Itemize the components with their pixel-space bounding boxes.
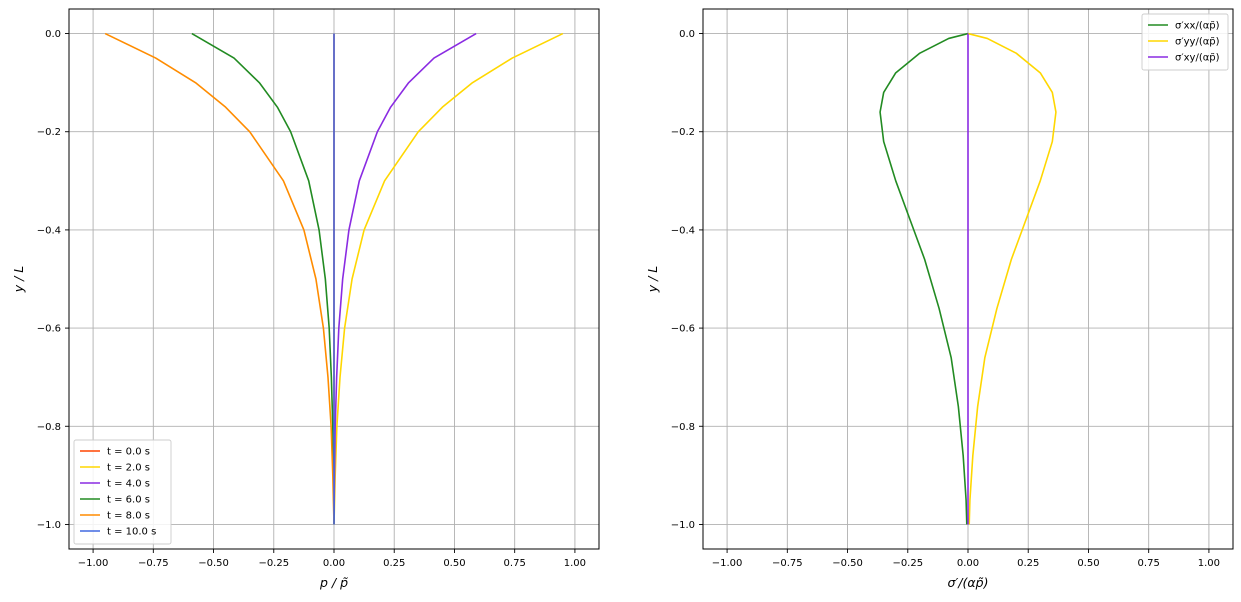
series-line-1 bbox=[967, 32, 1057, 525]
y-tick-label: −0.2 bbox=[671, 127, 695, 138]
series-line-0 bbox=[879, 32, 969, 525]
y-tick-label: −1.0 bbox=[37, 520, 61, 531]
legend-label: t = 10.0 s bbox=[107, 527, 156, 538]
x-tick-label: −0.75 bbox=[138, 558, 169, 569]
legend-label: t = 8.0 s bbox=[107, 511, 150, 522]
y-tick-label: −0.2 bbox=[37, 127, 61, 138]
legend: σ′xx/(αp̃) σ′yy/(αp̃) σ′xy/(αp̃) bbox=[1141, 13, 1229, 71]
series-line-2 bbox=[333, 32, 477, 525]
x-tick-label: −0.50 bbox=[832, 558, 863, 569]
y-tick-label: −0.6 bbox=[37, 324, 61, 335]
legend-label: σ′xx/(αp̃) bbox=[1175, 20, 1220, 32]
x-tick-label: −0.50 bbox=[198, 558, 229, 569]
series-line-1 bbox=[333, 32, 564, 525]
legend: t = 0.0 s t = 2.0 s t = 4.0 s t = 6.0 s t = … bbox=[73, 439, 172, 545]
x-tick-label: −0.25 bbox=[892, 558, 923, 569]
left-plot: −1.00 −0.75 −0.50 −0.25 0.00 0.25 0.50 0.75 1.00… bbox=[11, 8, 600, 590]
y-ticks: 0.0 −0.2 −0.4 −0.6 −0.8 −1.0 bbox=[37, 29, 69, 531]
y-tick-label: −0.6 bbox=[671, 324, 695, 335]
y-tick-label: −0.8 bbox=[37, 422, 61, 433]
x-tick-label: 0.00 bbox=[323, 558, 345, 569]
y-tick-label: 0.0 bbox=[679, 29, 695, 40]
series-line-4 bbox=[104, 32, 335, 525]
x-ticks: −1.00 −0.75 −0.50 −0.25 0.00 0.25 0.50 0.75 1.00 bbox=[78, 549, 586, 569]
y-tick-label: 0.0 bbox=[45, 29, 61, 40]
x-tick-label: 0.25 bbox=[383, 558, 405, 569]
x-ticks: −1.00 −0.75 −0.50 −0.25 0.00 0.25 0.50 0.75 1.00 bbox=[712, 549, 1220, 569]
series-lines bbox=[879, 32, 1057, 525]
x-tick-label: 1.00 bbox=[564, 558, 586, 569]
y-tick-label: −1.0 bbox=[671, 520, 695, 531]
legend-label: σ′yy/(αp̃) bbox=[1175, 36, 1220, 48]
legend-label: t = 0.0 s bbox=[107, 447, 150, 458]
legend-label: t = 6.0 s bbox=[107, 495, 150, 506]
y-tick-label: −0.8 bbox=[671, 422, 695, 433]
x-tick-label: −0.75 bbox=[772, 558, 803, 569]
series-lines bbox=[104, 32, 564, 525]
x-tick-label: 0.00 bbox=[957, 558, 979, 569]
legend-label: σ′xy/(αp̃) bbox=[1175, 52, 1220, 64]
x-axis-label: p / p̃ bbox=[319, 575, 348, 590]
x-tick-label: 0.75 bbox=[1138, 558, 1160, 569]
x-tick-label: 1.00 bbox=[1198, 558, 1220, 569]
x-axis-label: σ′/(αp̃) bbox=[948, 575, 989, 590]
y-axis-label: y / L bbox=[11, 266, 26, 294]
legend-box bbox=[1141, 13, 1229, 71]
y-tick-label: −0.4 bbox=[37, 225, 61, 236]
y-axis-label: y / L bbox=[645, 266, 660, 294]
legend-label: t = 4.0 s bbox=[107, 479, 150, 490]
y-ticks: 0.0 −0.2 −0.4 −0.6 −0.8 −1.0 bbox=[671, 29, 703, 531]
x-tick-label: 0.75 bbox=[504, 558, 526, 569]
x-tick-label: −0.25 bbox=[258, 558, 289, 569]
x-tick-label: 0.25 bbox=[1017, 558, 1039, 569]
legend-box bbox=[73, 439, 172, 545]
right-plot: −1.00 −0.75 −0.50 −0.25 0.00 0.25 0.50 0.75 1.00… bbox=[645, 8, 1234, 590]
series-line-3 bbox=[191, 32, 335, 525]
y-tick-label: −0.4 bbox=[671, 225, 695, 236]
x-tick-label: 0.50 bbox=[443, 558, 465, 569]
x-tick-label: 0.50 bbox=[1077, 558, 1099, 569]
legend-label: t = 2.0 s bbox=[107, 463, 150, 474]
x-tick-label: −1.00 bbox=[712, 558, 743, 569]
x-tick-label: −1.00 bbox=[78, 558, 109, 569]
